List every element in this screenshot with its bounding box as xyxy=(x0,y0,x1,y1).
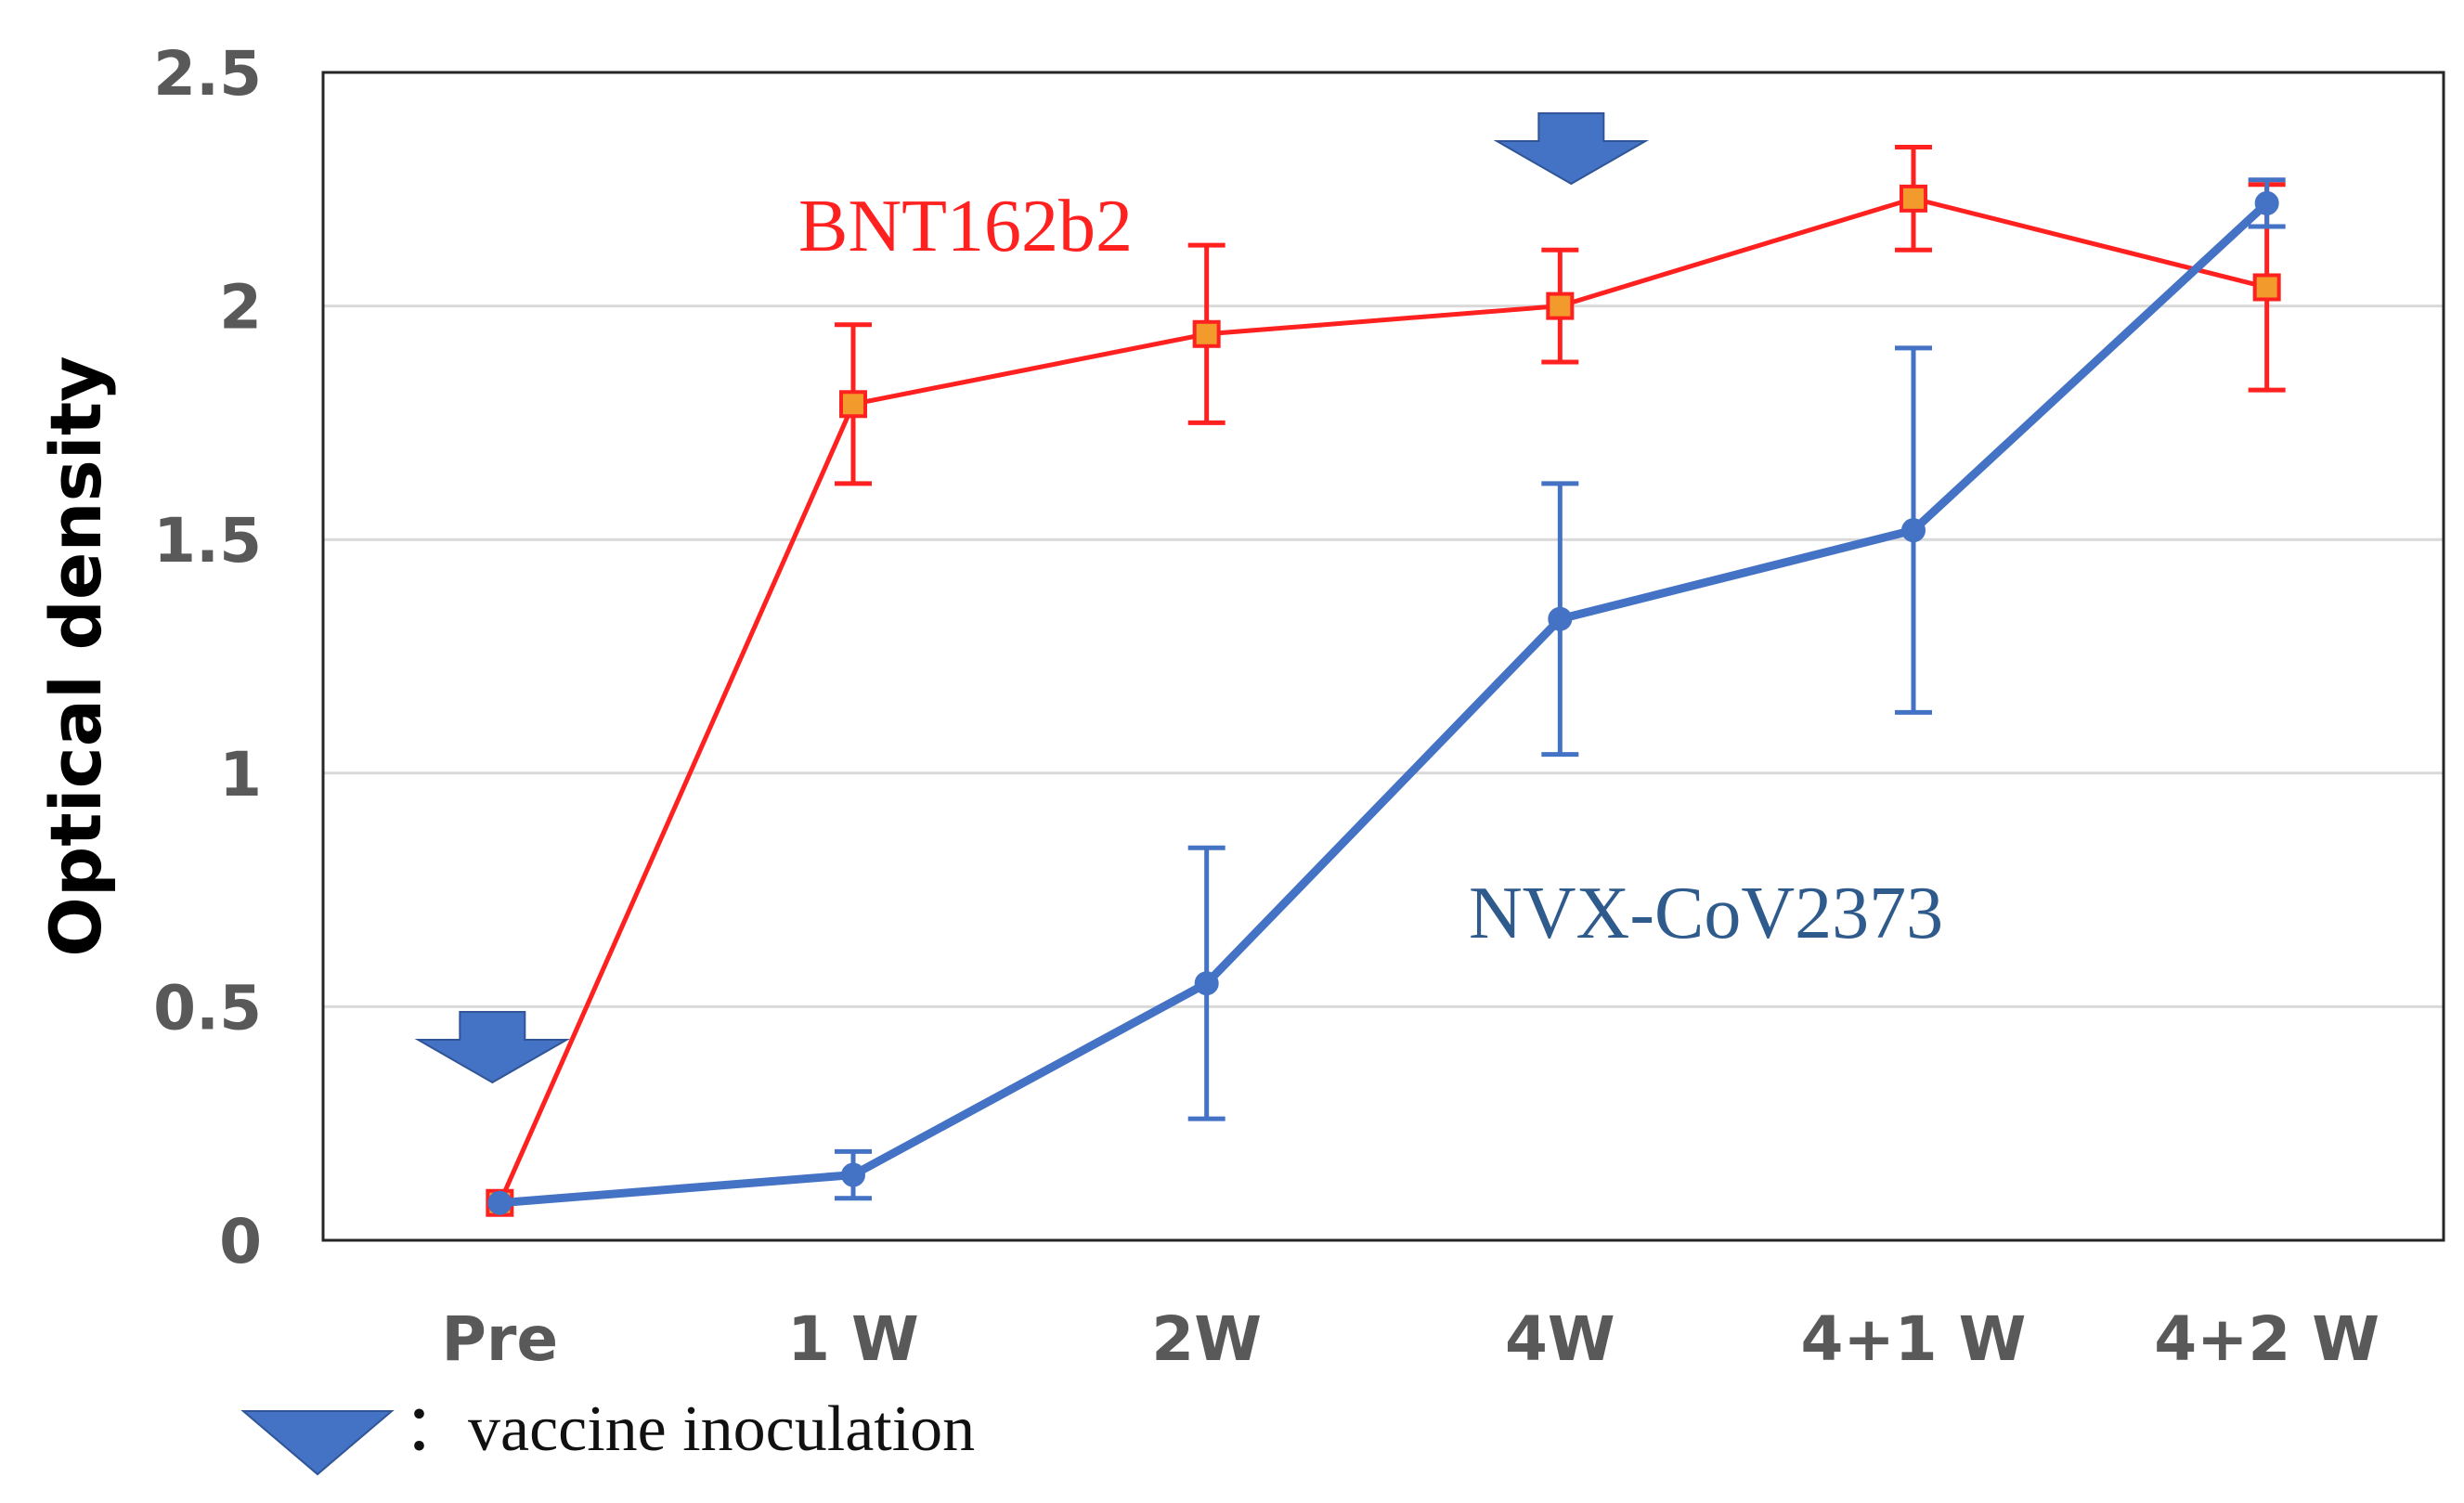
x-tick-label: 2W xyxy=(1151,1303,1262,1375)
data-point xyxy=(1548,606,1573,631)
series xyxy=(486,145,2286,1217)
series-label-bnt162b2: BNT162b2 xyxy=(798,186,1133,267)
series-line xyxy=(498,196,2268,1204)
data-point xyxy=(1546,292,1575,320)
data-point xyxy=(2254,190,2279,215)
inoculation-arrow-icon xyxy=(414,1011,571,1084)
data-point xyxy=(839,390,867,419)
axes: 0 0.5 1 1.5 2 2.5 Pre 1 W 2W 4W 4+1 W 4+2 W Optical … xyxy=(34,38,2445,1375)
x-tick-label: 4W xyxy=(1505,1303,1615,1375)
y-tick-label: 2 xyxy=(219,272,262,343)
data-point xyxy=(1900,184,1927,213)
x-tick-label: Pre xyxy=(441,1303,558,1375)
y-tick-label: 2.5 xyxy=(153,38,262,110)
inoculation-arrow-icon xyxy=(1493,112,1650,186)
x-tick-label: 4+1 W xyxy=(1801,1303,2027,1375)
plot-frame xyxy=(321,71,2445,1242)
series-nvx-cov2373 xyxy=(487,177,2286,1215)
data-point xyxy=(1194,971,1219,996)
data-point xyxy=(1901,518,1926,543)
y-tick-label: 1.5 xyxy=(153,505,262,577)
data-point xyxy=(1192,319,1221,348)
legend-text: ：vaccine inoculation xyxy=(403,1393,975,1465)
x-tick-label: 4+2 W xyxy=(2154,1303,2380,1375)
x-tick-label: 1 W xyxy=(787,1303,919,1375)
series-line xyxy=(499,200,2270,1208)
data-point xyxy=(487,1190,512,1215)
data-point xyxy=(841,1162,865,1187)
y-axis-label: Optical density xyxy=(34,356,117,956)
legend-arrow-icon xyxy=(240,1410,395,1476)
data-point xyxy=(2252,273,2281,302)
labels: BNT162b2 NVX-CoV2373 ：vaccine inoculation xyxy=(240,112,1943,1476)
y-tick-label: 1 xyxy=(219,739,262,810)
series-label-nvx-cov2373: NVX-CoV2373 xyxy=(1469,873,1943,954)
y-tick-label: 0 xyxy=(219,1206,262,1277)
y-tick-label: 0.5 xyxy=(153,972,262,1043)
grid xyxy=(323,304,2444,1008)
